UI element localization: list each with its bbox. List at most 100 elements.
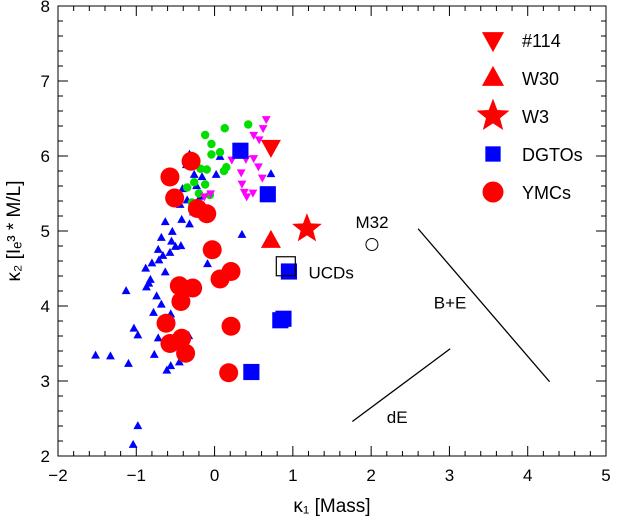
- 00dd00-circle-point: [200, 130, 210, 140]
- 00dd00-circle-point: [215, 148, 225, 157]
- ff00ff-triangle-down-point: [236, 169, 246, 178]
- ymcs-point: [202, 240, 222, 260]
- ff00ff-triangle-down-point: [206, 190, 216, 199]
- annotation-label: M32: [355, 213, 388, 232]
- legend-symbol: [485, 146, 501, 162]
- y-tick-label: 4: [41, 297, 50, 316]
- 0000ff-triangle-up-point: [133, 421, 143, 430]
- 0000ff-triangle-up-point: [152, 291, 162, 300]
- legend: #114 W30 W3 DGTOs YMCs: [476, 31, 583, 203]
- 0000ff-triangle-up-point: [133, 330, 143, 339]
- 0000ff-triangle-up-point: [165, 247, 175, 256]
- ff00ff-triangle-down-point: [249, 131, 259, 140]
- ymcs-point: [160, 334, 180, 353]
- 0000ff-triangle-up-point: [160, 217, 170, 226]
- ff00ff-triangle-down-point: [261, 116, 271, 125]
- ymcs-point: [210, 269, 230, 289]
- ymcs-point: [171, 292, 191, 311]
- x-tick-label: 4: [523, 466, 532, 485]
- ff00ff-triangle-down-point: [249, 155, 259, 164]
- annotation-label: B+E: [434, 293, 467, 312]
- 0000ff-triangle-up-point: [189, 169, 199, 178]
- ff00ff-triangle-down-point: [254, 136, 264, 145]
- axis-ticks: −2 −1 0 1 2 3 4 5 2 3 4 5 6 7 8: [41, 0, 611, 485]
- ff00ff-triangle-down-point: [257, 174, 267, 183]
- 0000ff-triangle-up-point: [197, 172, 207, 181]
- 0000ff-triangle-up-point: [166, 361, 176, 370]
- trend-lines: [351, 228, 551, 423]
- 0000ff-triangle-up-point: [142, 282, 151, 291]
- dgtos-point: [272, 312, 289, 329]
- w30-point: [260, 229, 281, 248]
- ymcs-point: [165, 188, 185, 208]
- 00dd00-circle-point: [207, 150, 216, 159]
- ymcs-point: [221, 316, 241, 336]
- 000000-circle-open-point: [365, 238, 379, 251]
- 00dd00-circle-point: [222, 163, 231, 172]
- 0000ff-triangle-up-point: [153, 244, 163, 253]
- y-axis-label: κ₂ [Iₑ³ * M/L]: [4, 180, 25, 281]
- y-tick-label: 5: [41, 222, 50, 241]
- x-tick-label: 3: [445, 466, 454, 485]
- ymcs-point: [176, 343, 196, 363]
- dgtos-point: [232, 142, 249, 159]
- 0000ff-triangle-up-point: [167, 226, 177, 235]
- annotation-label: dE: [387, 408, 408, 427]
- 0000ff-triangle-up-point: [153, 333, 163, 342]
- ff00ff-triangle-down-point: [254, 163, 263, 172]
- ymcs-point: [156, 313, 176, 333]
- 0000ff-triangle-up-point: [149, 349, 159, 358]
- ff00ff-triangle-down-point: [248, 189, 258, 198]
- 00dd00-circle-point: [244, 120, 253, 129]
- 0000ff-triangle-up-point: [121, 286, 131, 295]
- x-tick-label: 5: [601, 466, 610, 485]
- 000000-square-open-point: [275, 256, 296, 277]
- x-tick-label: 2: [366, 466, 375, 485]
- legend-symbol: [482, 181, 504, 203]
- annotations: M32 UCDs B+E dE: [309, 213, 467, 427]
- dgtos-point: [243, 363, 260, 381]
- 0000ff-triangle-up-point: [156, 232, 166, 241]
- y-tick-label: 8: [41, 0, 50, 16]
- dgtos-point: [259, 186, 276, 203]
- 00dd00-circle-point: [220, 124, 229, 133]
- x-tick-label: −1: [127, 466, 146, 485]
- y-tick-label: 2: [41, 447, 50, 466]
- legend-label: W3: [522, 107, 549, 127]
- 00dd00-circle-point: [207, 139, 216, 149]
- 0000ff-triangle-up-point: [154, 255, 164, 264]
- ymcs-point: [187, 199, 207, 218]
- ff00ff-triangle-down-point: [239, 188, 249, 197]
- 0000ff-triangle-up-point: [160, 267, 170, 276]
- 0000ff-triangle-up-point: [185, 219, 194, 228]
- legend-symbol: [481, 65, 505, 86]
- 00dd00-circle-point: [202, 165, 211, 174]
- 0000ff-triangle-up-point: [91, 350, 100, 359]
- annotation-label: UCDs: [309, 263, 354, 282]
- 0000ff-triangle-up-point: [176, 241, 186, 250]
- 0000ff-triangle-up-point: [128, 439, 138, 448]
- 114-point: [260, 139, 281, 158]
- x-tick-label: 1: [288, 466, 297, 485]
- legend-symbol: [476, 98, 510, 131]
- legend-symbol: [481, 32, 505, 53]
- y-tick-label: 3: [41, 372, 50, 391]
- dgtos-point: [280, 263, 298, 280]
- 00dd00-circle-point: [182, 183, 192, 192]
- 0000ff-triangle-up-point: [147, 258, 157, 267]
- 0000ff-triangle-up-point: [149, 307, 158, 316]
- w3-point: [292, 213, 322, 242]
- 0000ff-triangle-up-point: [167, 236, 176, 245]
- data-points: [91, 116, 379, 448]
- ff00ff-triangle-down-point: [258, 125, 268, 134]
- x-axis-label: κ₁ [Mass]: [293, 496, 370, 517]
- legend-label: YMCs: [522, 183, 571, 203]
- ymcs-point: [181, 151, 201, 171]
- ymcs-point: [219, 363, 239, 383]
- 0000ff-triangle-up-point: [174, 357, 184, 366]
- 00dd00-circle-point: [190, 178, 199, 187]
- legend-label: DGTOs: [522, 145, 583, 165]
- ymcs-point: [160, 167, 180, 187]
- reference-line: [417, 228, 551, 383]
